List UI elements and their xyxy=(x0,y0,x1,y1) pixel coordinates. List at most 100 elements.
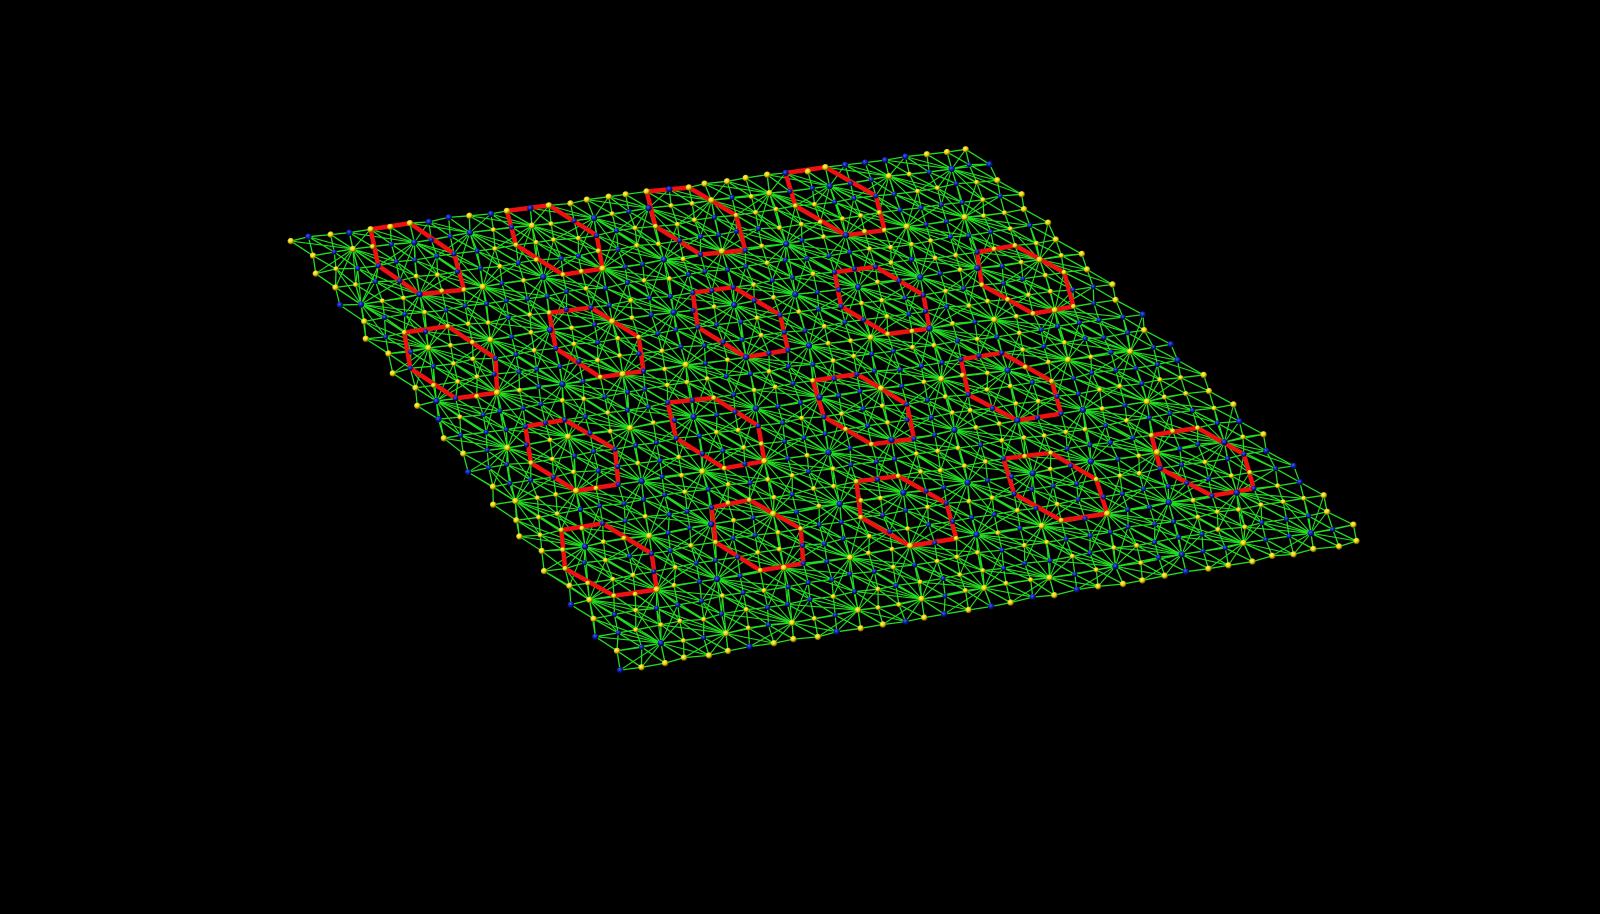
spoke-edge xyxy=(1089,441,1111,446)
spoke-edge xyxy=(716,414,739,431)
spoke-edge xyxy=(798,308,820,313)
spoke-edge xyxy=(1031,381,1040,403)
spoke-edge xyxy=(965,148,991,165)
spoke-edge xyxy=(763,460,810,473)
spoke-edge xyxy=(450,344,455,365)
spoke-edge xyxy=(651,552,677,569)
spoke-edge xyxy=(1238,420,1265,435)
spoke-edge xyxy=(427,347,459,383)
spoke-edge xyxy=(757,227,781,230)
spoke-edge xyxy=(906,207,922,228)
spoke-edge xyxy=(964,589,992,608)
spoke-edge xyxy=(1117,458,1140,475)
spoke-edge xyxy=(1169,412,1174,432)
spoke-edge xyxy=(515,329,551,356)
spoke-edge xyxy=(1251,555,1273,563)
spoke-edge xyxy=(577,237,599,252)
spoke-edge xyxy=(680,344,706,348)
spoke-edge xyxy=(792,273,814,278)
spoke-edge xyxy=(561,399,631,429)
spoke-edge xyxy=(496,392,542,405)
spoke-edge xyxy=(927,520,954,526)
spoke-edge xyxy=(828,413,843,453)
spoke-edge xyxy=(623,502,626,522)
spoke-edge xyxy=(1054,309,1129,334)
spoke-edge xyxy=(721,250,794,278)
spoke-edge xyxy=(1115,367,1137,371)
spoke-edge xyxy=(968,305,995,321)
spoke-edge xyxy=(999,195,1006,214)
spoke-edge xyxy=(636,207,650,247)
spoke-edge xyxy=(823,543,828,563)
spoke-edge xyxy=(1204,461,1233,477)
spoke-edge xyxy=(752,517,779,534)
spoke-edge xyxy=(823,538,844,545)
spoke-edge xyxy=(360,281,377,305)
spoke-edge xyxy=(526,295,548,300)
spoke-edge xyxy=(511,336,535,352)
spoke-edge xyxy=(682,258,706,272)
spoke-edge xyxy=(745,331,785,358)
spoke-edge xyxy=(1067,359,1143,385)
spoke-edge xyxy=(435,400,507,431)
spoke-edge xyxy=(381,300,406,315)
spoke-edge xyxy=(641,646,666,664)
spoke-edge xyxy=(834,271,859,288)
spoke-edge xyxy=(850,461,878,466)
spoke-edge xyxy=(365,338,390,355)
spoke-edge xyxy=(1138,472,1169,488)
spoke-edge xyxy=(773,293,796,299)
spoke-edge xyxy=(778,227,803,241)
spoke-edge xyxy=(428,216,450,223)
spoke-edge xyxy=(419,255,438,295)
spoke-edge xyxy=(518,535,543,552)
spoke-edge xyxy=(1076,478,1097,485)
spoke-edge xyxy=(1185,568,1210,573)
spoke-edge xyxy=(675,326,699,331)
spoke-edge xyxy=(711,250,723,292)
spoke-edge xyxy=(1288,535,1315,550)
spoke-edge xyxy=(767,478,793,495)
spoke-edge xyxy=(675,329,747,358)
spoke-edge xyxy=(682,640,710,657)
spoke-edge xyxy=(760,331,785,336)
spoke-edge xyxy=(926,378,942,401)
spoke-edge xyxy=(1054,271,1065,311)
spoke-edge xyxy=(1051,380,1079,395)
spoke-edge xyxy=(443,437,508,449)
spoke-edge xyxy=(363,320,429,349)
spoke-edge xyxy=(811,187,816,206)
spoke-edge xyxy=(486,303,551,331)
spoke-edge xyxy=(517,259,538,264)
spoke-edge xyxy=(727,645,751,652)
spoke-edge xyxy=(749,460,765,484)
spoke-edge xyxy=(538,385,542,405)
spoke-edge xyxy=(881,299,888,318)
spoke-edge xyxy=(905,506,929,511)
spoke-edge xyxy=(575,450,595,492)
spoke-edge xyxy=(1029,224,1057,241)
spoke-edge xyxy=(990,231,995,250)
spoke-edge xyxy=(673,311,706,347)
spoke-edge xyxy=(428,221,471,234)
spoke-edge xyxy=(882,509,907,516)
spoke-edge xyxy=(713,306,742,323)
spoke-edge xyxy=(906,226,913,260)
spoke-edge xyxy=(492,504,518,521)
spoke-edge xyxy=(883,229,892,249)
spoke-edge xyxy=(593,427,631,452)
spoke-edge xyxy=(710,199,757,214)
spoke-edge xyxy=(668,510,688,516)
spoke-edge xyxy=(677,600,703,606)
spoke-edge xyxy=(622,373,628,411)
spoke-edge xyxy=(673,566,677,587)
spoke-edge xyxy=(888,156,906,177)
spoke-edge xyxy=(1129,314,1144,353)
spoke-edge xyxy=(828,234,847,257)
spoke-edge xyxy=(881,405,955,431)
spoke-edge xyxy=(845,428,893,441)
spoke-edge xyxy=(1056,498,1079,505)
spoke-edge xyxy=(485,431,508,449)
spoke-edge xyxy=(559,365,584,383)
